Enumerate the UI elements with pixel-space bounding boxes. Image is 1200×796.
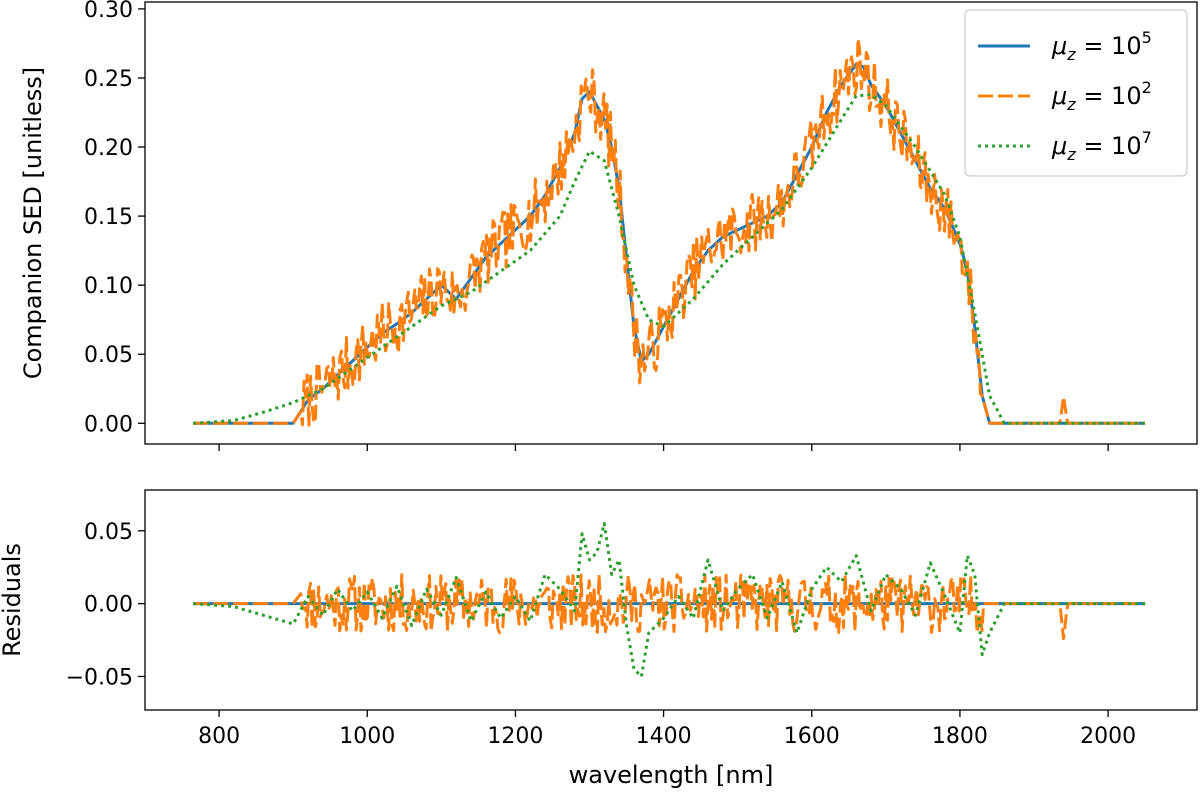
legend-label: μz = 102 bbox=[1051, 78, 1152, 114]
sed-y-tick-label: 0.15 bbox=[84, 205, 133, 230]
legend-entry: μz = 105 bbox=[978, 28, 1152, 64]
sed-plot-frame bbox=[144, 1, 1198, 445]
x-tick-label: 1600 bbox=[784, 724, 840, 749]
residuals-y-tick-label: 0.05 bbox=[84, 520, 133, 545]
x-tick-label: 800 bbox=[198, 724, 240, 749]
legend-label: μz = 107 bbox=[1051, 128, 1152, 164]
sed-y-axis-label: Companion SED [unitless] bbox=[19, 67, 47, 379]
residuals-panel: −0.05 0.00 0.05 800 1000 1200 1400 1600 1800 200… bbox=[0, 489, 1198, 789]
sed-series-line-3 bbox=[193, 93, 1146, 425]
sed-y-tick-label: 0.00 bbox=[84, 412, 133, 437]
sed-y-tick-label: 0.30 bbox=[84, 0, 133, 23]
sed-y-tick-label: 0.10 bbox=[84, 274, 133, 299]
residuals-y-axis-label: Residuals bbox=[0, 543, 26, 657]
sed-y-tick-label: 0.25 bbox=[84, 67, 133, 92]
sed-panel: 0.00 0.05 0.10 0.15 0.20 0.25 0.30 Companion S… bbox=[19, 0, 1198, 451]
sed-y-tick-label: 0.05 bbox=[84, 343, 133, 368]
residuals-plot-frame bbox=[144, 489, 1198, 711]
residuals-y-tick-label: −0.05 bbox=[66, 665, 133, 690]
sed-series-line-2 bbox=[193, 37, 1145, 428]
legend-box bbox=[964, 9, 1188, 177]
x-tick-label: 1400 bbox=[636, 724, 692, 749]
residuals-y-tick-label: 0.00 bbox=[84, 593, 133, 618]
legend-label: μz = 105 bbox=[1051, 28, 1152, 64]
legend-entry: μz = 102 bbox=[978, 78, 1152, 114]
x-tick-label: 1200 bbox=[487, 724, 543, 749]
legend: μz = 105 μz = 102 μz = 107 bbox=[964, 9, 1188, 177]
x-tick-label: 2000 bbox=[1080, 724, 1136, 749]
x-tick-label: 1000 bbox=[339, 724, 395, 749]
residuals-series-line-3 bbox=[193, 522, 1146, 678]
residuals-series-line-2 bbox=[193, 573, 1145, 641]
x-axis-label: wavelength [nm] bbox=[569, 761, 774, 789]
sed-y-tick-label: 0.20 bbox=[84, 136, 133, 161]
x-tick-label: 1800 bbox=[932, 724, 988, 749]
legend-entry: μz = 107 bbox=[978, 128, 1152, 164]
